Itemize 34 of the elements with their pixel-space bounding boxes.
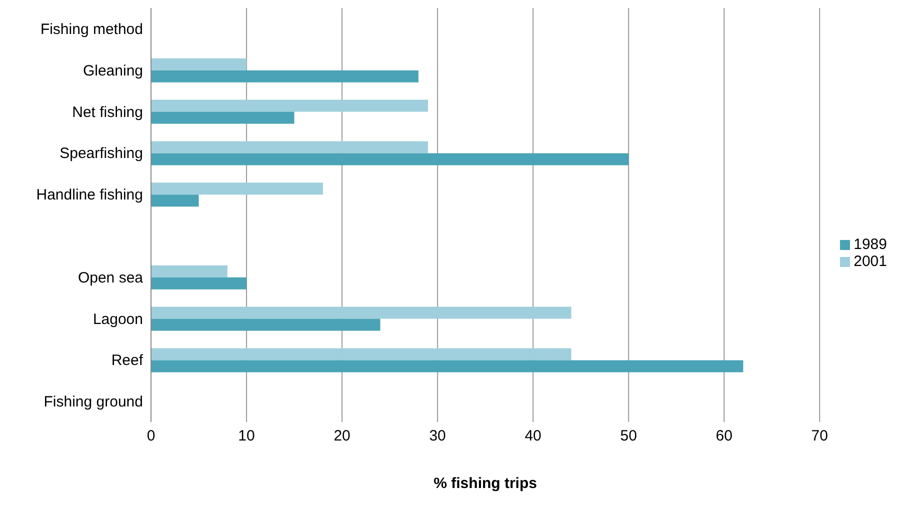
- bar: [151, 277, 247, 290]
- y-tick-label: Fishing ground: [44, 394, 143, 411]
- bar: [151, 318, 380, 331]
- x-tick-label: 10: [238, 428, 255, 445]
- x-tick-label: 40: [524, 428, 542, 445]
- bar: [151, 265, 228, 278]
- x-tick-label: 60: [716, 428, 732, 445]
- legend-label: 2001: [854, 252, 887, 270]
- bar: [151, 348, 572, 360]
- y-tick-label: Handline fishing: [36, 186, 143, 204]
- bar: [151, 70, 418, 82]
- bar: [151, 306, 572, 319]
- y-tick-label: Spearfishing: [60, 145, 143, 162]
- y-tick-label: Net fishing: [72, 104, 143, 121]
- x-tick-label: 0: [146, 428, 156, 445]
- y-tick-label: Open sea: [78, 269, 144, 286]
- bar: [151, 194, 199, 207]
- bar: [151, 100, 428, 112]
- y-tick-label: Lagoon: [92, 310, 143, 328]
- x-tick-label: 50: [620, 428, 637, 445]
- bar: [151, 153, 629, 166]
- bar: [151, 112, 294, 124]
- legend-label: 1989: [854, 236, 887, 252]
- bar: [151, 58, 247, 70]
- bar: [151, 141, 428, 154]
- bar: [151, 182, 323, 195]
- y-tick-label: Reef: [111, 352, 144, 370]
- x-axis-title: % fishing trips: [434, 475, 537, 492]
- x-tick-label: 20: [334, 428, 350, 445]
- y-tick-label: Fishing method: [40, 21, 143, 38]
- x-tick-label: 30: [429, 428, 446, 445]
- bar: [151, 360, 744, 372]
- x-tick-label: 70: [811, 428, 828, 445]
- y-tick-label: Gleaning: [82, 62, 143, 80]
